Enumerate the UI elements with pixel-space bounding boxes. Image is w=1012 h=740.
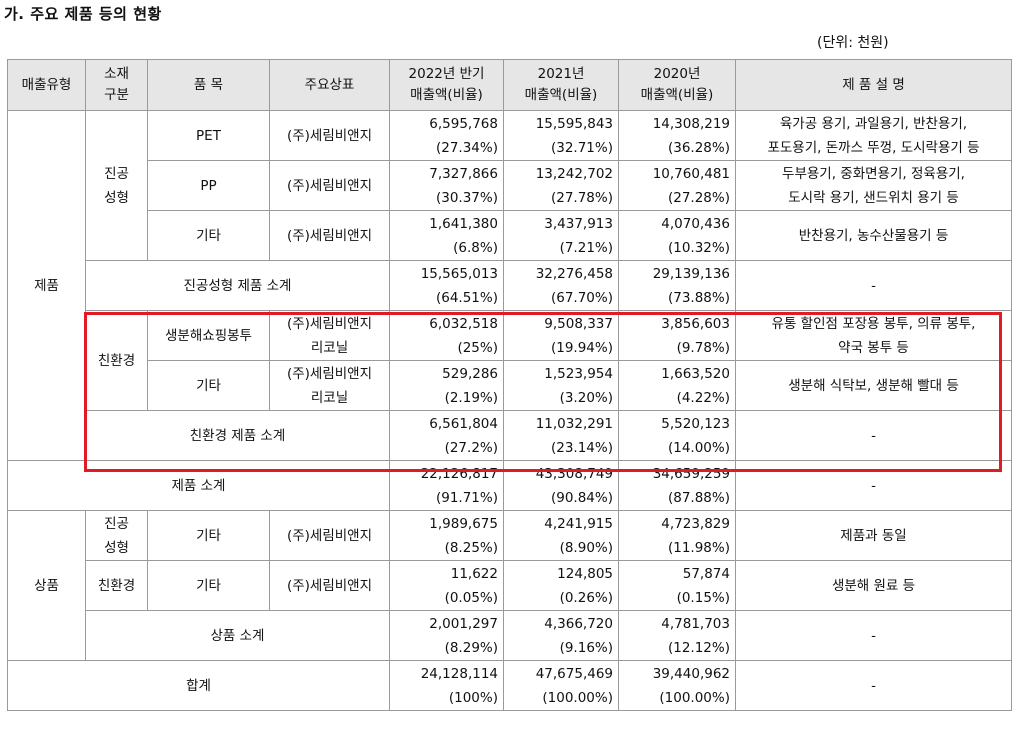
sales-2022: 22,126,817 (91.71%) [389,460,504,511]
sales-2020: 57,874 (0.15%) [618,560,736,611]
sales-2022: 7,327,866 (30.37%) [389,160,504,211]
eco-subtotal-label: 친환경 제품 소계 [85,410,390,461]
subtotal-row: 친환경 제품 소계 6,561,804 (27.2%) 11,032,291 (23… [8,410,1012,461]
brand-cell: (주)세림비앤지 [269,510,390,561]
description-cell: - [735,260,1012,311]
item-cell: 기타 [147,360,270,411]
sales-2022: 11,622 (0.05%) [389,560,504,611]
item-cell: 생분해쇼핑봉투 [147,310,270,361]
item-cell: 기타 [147,560,270,611]
label-eco: 친환경 [85,560,148,611]
description-cell: - [735,410,1012,461]
product-status-table: 매출유형 소재 구분 품 목 주요상표 2022년 반기 매출액(비율) 2021년… [7,59,1012,711]
item-cell: 기타 [147,210,270,261]
header-2020: 2020년 매출액(비율) [618,59,736,111]
brand-cell: (주)세림비앤지 [269,210,390,261]
sales-2022: 1,641,380 (6.8%) [389,210,504,261]
label-product: 제품 [7,110,86,461]
sales-2022: 6,561,804 (27.2%) [389,410,504,461]
brand-cell: (주)세림비앤지 [269,560,390,611]
sales-2020: 39,440,962 (100.00%) [618,660,736,711]
brand-cell: (주)세림비앤지 리코닐 [269,310,390,361]
header-brand: 주요상표 [269,59,390,111]
unit-note: (단위: 천원) [817,35,889,51]
description-cell: 생분해 원료 등 [735,560,1012,611]
item-cell: PET [147,110,270,161]
sales-2020: 3,856,603 (9.78%) [618,310,736,361]
brand-cell: (주)세림비앤지 [269,160,390,211]
sales-2020: 4,723,829 (11.98%) [618,510,736,561]
sales-2021: 4,366,720 (9.16%) [503,610,619,661]
description-cell: 생분해 식탁보, 생분해 빨대 등 [735,360,1012,411]
sales-2021: 13,242,702 (27.78%) [503,160,619,211]
sales-2020: 34,659,259 (87.88%) [618,460,736,511]
sales-2022: 529,286 (2.19%) [389,360,504,411]
sales-2021: 4,241,915 (8.90%) [503,510,619,561]
sales-2020: 29,139,136 (73.88%) [618,260,736,311]
sales-2020: 1,663,520 (4.22%) [618,360,736,411]
sales-2021: 124,805 (0.26%) [503,560,619,611]
description-cell: 유통 할인점 포장용 봉투, 의류 봉투, 약국 봉투 등 [735,310,1012,361]
header-sales-type: 매출유형 [7,59,86,111]
sales-2021: 32,276,458 (67.70%) [503,260,619,311]
label-vacuum: 진공 성형 [85,110,148,261]
vacuum-subtotal-label: 진공성형 제품 소계 [85,260,390,311]
product-subtotal-label: 제품 소계 [7,460,390,511]
sales-2020: 14,308,219 (36.28%) [618,110,736,161]
table-row: 제품 진공 성형 PET (주)세림비앤지 6,595,768 (27.34%) 1… [7,110,1012,461]
description-cell: - [735,660,1012,711]
header-item: 품 목 [147,59,270,111]
header-row: 매출유형 소재 구분 품 목 주요상표 2022년 반기 매출액(비율) 2021년… [7,59,1012,111]
table-row: 상품 진공 성형 기타 (주)세림비앤지 1,989,675 (8.25%) 4,2… [7,510,1012,661]
sales-2021: 3,437,913 (7.21%) [503,210,619,261]
sales-2022: 2,001,297 (8.29%) [389,610,504,661]
label-goods: 상품 [7,510,86,661]
brand-cell: (주)세림비앤지 [269,110,390,161]
sales-2021: 15,595,843 (32.71%) [503,110,619,161]
item-cell: 기타 [147,510,270,561]
table-row: PP (주)세림비앤지 7,327,866 (30.37%) 13,242,702… [8,160,1012,211]
sales-2020: 10,760,481 (27.28%) [618,160,736,211]
description-cell: 반찬용기, 농수산물용기 등 [735,210,1012,261]
header-description: 제 품 설 명 [735,59,1012,111]
table-row: 친환경 생분해쇼핑봉투 (주)세림비앤지 리코닐 6,032,518 (25%) 9… [8,310,1012,411]
table-row: 기타 (주)세림비앤지 1,641,380 (6.8%) 3,437,913 (7.… [8,210,1012,261]
description-cell: - [735,460,1012,511]
sales-2021: 11,032,291 (23.14%) [503,410,619,461]
sales-2022: 24,128,114 (100%) [389,660,504,711]
description-cell: 제품과 동일 [735,510,1012,561]
sales-2020: 4,070,436 (10.32%) [618,210,736,261]
sales-2022: 1,989,675 (8.25%) [389,510,504,561]
total-row: 합계 24,128,114 (100%) 47,675,469 (100.00%) … [7,660,1012,711]
subtotal-row: 제품 소계 22,126,817 (91.71%) 43,308,749 (90.8… [7,460,1012,511]
sales-2021: 1,523,954 (3.20%) [503,360,619,411]
brand-cell: (주)세림비앤지 리코닐 [269,360,390,411]
sales-2021: 9,508,337 (19.94%) [503,310,619,361]
item-cell: PP [147,160,270,211]
description-cell: 육가공 용기, 과일용기, 반찬용기, 포도용기, 돈까스 뚜껑, 도시락용기 등 [735,110,1012,161]
table-row: 기타 (주)세림비앤지 리코닐 529,286 (2.19%) 1,523,954(… [8,360,1012,411]
subtotal-row: 진공성형 제품 소계 15,565,013 (64.51%) 32,276,458… [8,260,1012,311]
header-2022: 2022년 반기 매출액(비율) [389,59,504,111]
header-2021: 2021년 매출액(비율) [503,59,619,111]
label-vacuum: 진공 성형 [85,510,148,561]
sales-2021: 43,308,749 (90.84%) [503,460,619,511]
table-row: 친환경 기타 (주)세림비앤지 11,622 (0.05%) 124,805 (0.… [8,560,1012,611]
sales-2021: 47,675,469 (100.00%) [503,660,619,711]
sales-2020: 4,781,703 (12.12%) [618,610,736,661]
section-title: 가. 주요 제품 등의 현황 [4,5,162,23]
description-cell: - [735,610,1012,661]
label-eco: 친환경 [85,310,148,411]
sales-2022: 15,565,013 (64.51%) [389,260,504,311]
header-material: 소재 구분 [85,59,148,111]
goods-subtotal-label: 상품 소계 [85,610,390,661]
sales-2020: 5,520,123 (14.00%) [618,410,736,461]
sales-2022: 6,032,518 (25%) [389,310,504,361]
subtotal-row: 상품 소계 2,001,297 (8.29%) 4,366,720 (9.16%) … [8,610,1012,661]
sales-2022: 6,595,768 (27.34%) [389,110,504,161]
total-label: 합계 [7,660,390,711]
description-cell: 두부용기, 중화면용기, 정육용기, 도시락 용기, 샌드위치 용기 등 [735,160,1012,211]
